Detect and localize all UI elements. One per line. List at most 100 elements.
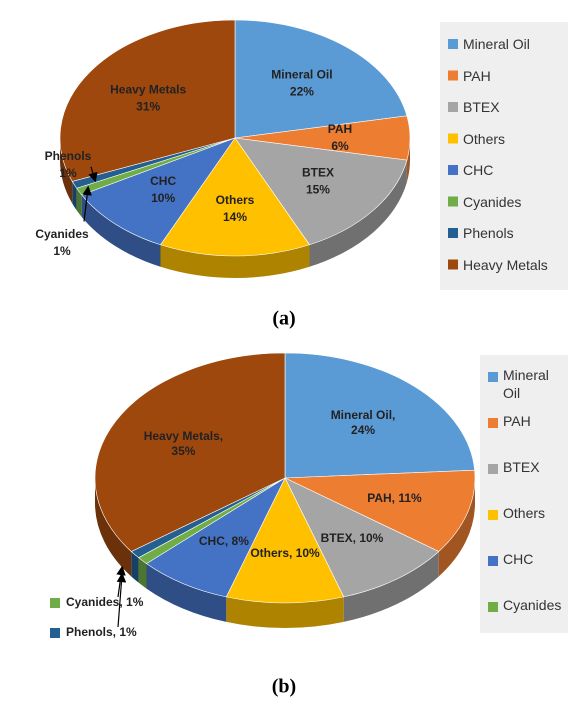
- slice-side: [438, 478, 475, 577]
- data-label: CHC, 8%: [198, 533, 249, 548]
- slice-side: [138, 557, 147, 589]
- data-label: Phenols, 1%: [66, 625, 137, 639]
- slice-side: [309, 160, 407, 267]
- caption: (a): [272, 308, 295, 330]
- leader-arrow: [82, 185, 92, 222]
- legend-box: [480, 355, 568, 633]
- legend-swatch: [488, 556, 498, 566]
- legend-label: Cyanides: [503, 597, 562, 613]
- legend-label: CHC: [503, 551, 534, 567]
- data-label: 1%: [59, 166, 77, 180]
- legend-swatch: [488, 418, 498, 428]
- legend-label-text: PAH: [463, 67, 491, 84]
- data-label-name: Others: [216, 193, 255, 207]
- data-label: Others, 10%: [250, 545, 320, 560]
- legend-swatch: [488, 602, 498, 612]
- legend-label-text: Phenols: [463, 225, 514, 241]
- legend-label: Mineral Oil: [463, 36, 530, 52]
- legend-label: Heavy Metals: [463, 256, 548, 273]
- slice-side: [95, 478, 132, 577]
- legend-swatch: [448, 165, 458, 175]
- slice: [145, 477, 286, 598]
- legend-label: Cyanides: [463, 193, 522, 210]
- legend-label-text: CHC: [503, 551, 534, 567]
- slice-side: [226, 596, 344, 628]
- slice: [284, 352, 475, 479]
- legend-label-text: Mineral Oil: [463, 36, 530, 52]
- leader-arrow: [116, 572, 127, 628]
- slice: [94, 352, 286, 552]
- data-label-name: Mineral Oil: [271, 68, 332, 82]
- leader-arrow: [88, 166, 98, 183]
- legend-swatch: [448, 228, 458, 238]
- slice-side: [131, 551, 139, 583]
- data-label: Cyanides, 1%: [66, 595, 144, 609]
- slice: [160, 137, 310, 257]
- legend-label-text: Heavy Metals: [463, 256, 548, 273]
- legend-label: Phenols: [463, 225, 514, 241]
- slice-side: [160, 244, 310, 278]
- slice: [225, 477, 345, 604]
- legend-label: PAH: [503, 413, 531, 429]
- legend-swatch: [488, 464, 498, 474]
- data-label: 1%: [53, 244, 71, 258]
- slice: [284, 477, 440, 598]
- data-label-name: Phenols: [45, 149, 92, 163]
- legend-swatch: [488, 510, 498, 520]
- slice: [81, 137, 236, 246]
- data-label-name: PAH: [328, 122, 352, 136]
- data-label: PAH, 11%: [367, 491, 422, 506]
- legend-swatch: [448, 102, 458, 112]
- slice-side: [406, 138, 410, 183]
- data-label-text: PAH, 11%: [367, 491, 422, 506]
- slice: [234, 137, 408, 246]
- legend-label-text: Cyanides: [463, 193, 522, 210]
- data-label-text: BTEX, 10%: [320, 531, 384, 546]
- data-label-name: CHC: [150, 174, 176, 188]
- slice-side: [146, 563, 227, 622]
- legend-swatch: [448, 70, 458, 81]
- data-label: 15%: [306, 183, 330, 197]
- legend-label-text: Mineral Oil: [503, 367, 549, 401]
- legend-label: BTEX: [463, 99, 500, 115]
- slice-side: [76, 188, 82, 217]
- legend-swatch: [448, 259, 458, 270]
- legend-label: BTEX: [503, 459, 540, 475]
- legend-label-text: CHC: [463, 162, 494, 178]
- legend-label-text: Cyanides: [503, 597, 562, 613]
- slice: [284, 469, 476, 552]
- data-label-text: CHC, 8%: [198, 533, 249, 548]
- legend-swatch: [448, 196, 458, 207]
- data-label: 10%: [151, 191, 175, 205]
- data-label: 22%: [290, 85, 314, 99]
- legend-swatch: [448, 39, 458, 49]
- data-label-name: Heavy Metals: [110, 82, 186, 96]
- legend-swatch: [448, 133, 458, 144]
- slice-side: [81, 194, 161, 267]
- legend-label: Mineral Oil: [503, 367, 549, 401]
- data-label: 14%: [223, 210, 247, 224]
- legend-label: CHC: [463, 162, 494, 178]
- data-label-text: Heavy Metals, 35%: [143, 428, 224, 458]
- caption: (b): [272, 676, 296, 698]
- data-label-name: Cyanides: [35, 227, 89, 241]
- slice: [59, 19, 236, 182]
- legend-label: PAH: [463, 67, 491, 84]
- slice-side: [60, 138, 73, 204]
- data-label: Heavy Metals, 35%: [143, 428, 224, 458]
- label-swatch: [50, 628, 60, 638]
- legend-swatch: [488, 372, 498, 382]
- legend-label-text: Others: [463, 130, 506, 147]
- legend-label-text: BTEX: [463, 99, 500, 115]
- data-label: BTEX, 10%: [320, 531, 384, 546]
- data-label-name: BTEX: [302, 166, 334, 180]
- label-swatch: [50, 598, 60, 608]
- legend-label: Others: [463, 130, 506, 147]
- slice-side: [343, 551, 439, 622]
- legend-label: Others: [503, 505, 545, 521]
- data-label: 6%: [331, 139, 349, 153]
- data-label-text: Others, 10%: [250, 545, 320, 560]
- legend-box: [440, 22, 568, 290]
- legend-label-text: BTEX: [503, 459, 540, 475]
